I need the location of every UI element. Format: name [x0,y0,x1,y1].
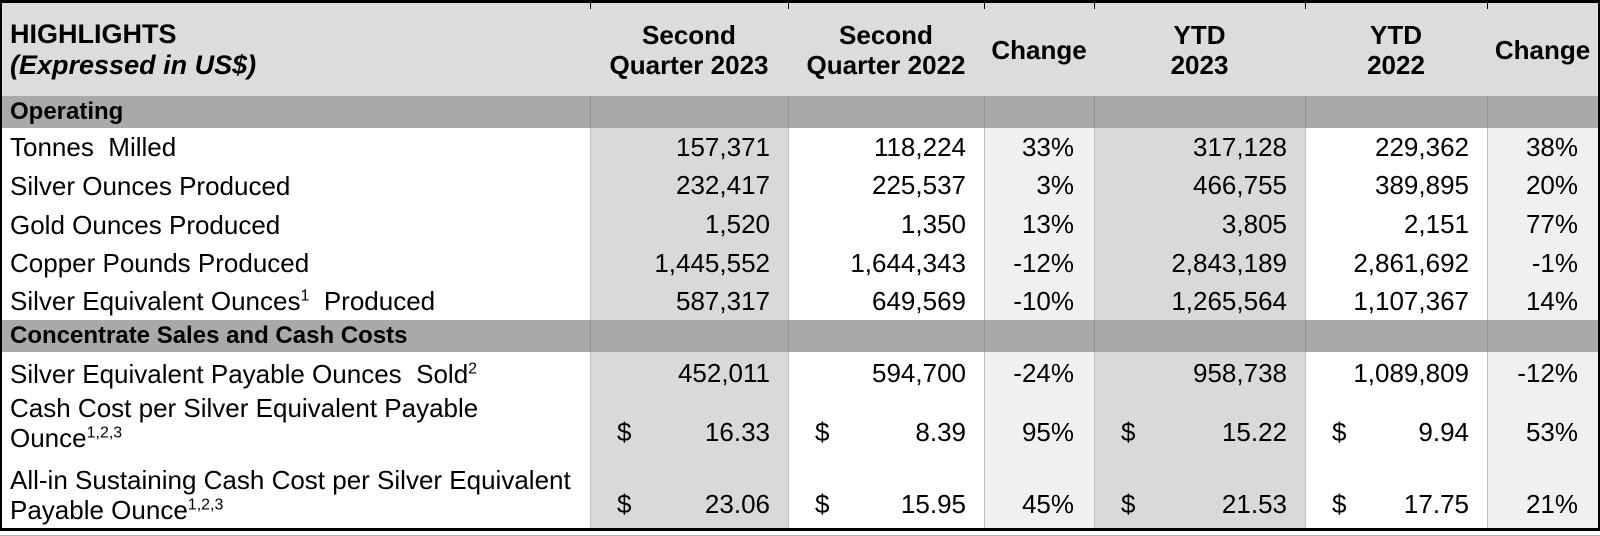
cell-value: 1,089,809 [1305,352,1487,396]
cell-change: 14% [1487,282,1598,321]
row-label: Cash Cost per Silver Equivalent Payable O… [10,392,479,453]
cell-change: -24% [984,352,1094,396]
column-header-change-ytd: Change [1494,34,1591,65]
column-divider-tick [1487,3,1488,9]
cell-change: 20% [1487,166,1598,206]
column-divider-tick [1305,3,1306,9]
row-label: Silver Equivalent Payable Ounces Sold2 [10,358,478,389]
section-band-concentrate-sales: Concentrate Sales and Cash Costs [2,320,1598,353]
footnote-ref: 1,2,3 [187,496,224,514]
cell-value: 3,805 [1094,205,1305,244]
dollar-sign: $ [1332,489,1347,520]
row-label: Copper Pounds Produced [10,248,310,279]
cell-change: -10% [984,282,1094,321]
dollar-sign: $ [1332,416,1347,447]
column-header-second-quarter-2022: Second Quarter 2022 [806,19,966,80]
column-header-ytd-2023: YTD 2023 [1170,19,1229,80]
table-row-tonnes-milled: Tonnes Milled 157,371 118,224 33% 317,12… [2,127,1598,167]
cell-value: $9.94 [1305,395,1487,456]
cell-value: $23.06 [590,455,788,529]
cell-value: 232,417 [590,166,788,206]
cell-value: $15.95 [788,455,984,529]
table-row-silver-equivalent-payable-ounces-sold: Silver Equivalent Payable Ounces Sold2 4… [2,352,1598,396]
cell-value: 2,861,692 [1305,243,1487,283]
cell-value: 649,569 [788,282,984,321]
row-label: All-in Sustaining Cash Cost per Silver E… [10,465,571,526]
page-subtitle: (Expressed in US$) [10,49,257,80]
column-header-ytd-2022: YTD 2022 [1367,19,1425,80]
cell-value: 389,895 [1305,166,1487,206]
row-label: Silver Ounces Produced [10,170,291,201]
cell-change: 77% [1487,205,1598,244]
cell-value: $16.33 [590,395,788,456]
dollar-sign: $ [1121,489,1136,520]
section-band-operating: Operating [2,96,1598,128]
column-divider-tick [788,3,789,9]
page-title: HIGHLIGHTS [10,18,177,49]
cell-value: 1,520 [590,205,788,244]
cell-value: 452,011 [590,352,788,396]
table-row-copper-pounds-produced: Copper Pounds Produced 1,445,552 1,644,3… [2,243,1598,283]
dollar-sign: $ [815,416,830,447]
column-divider-tick [984,3,985,9]
footnote-ref: 1,2,3 [86,424,123,441]
cell-value: 1,107,367 [1305,282,1487,321]
cell-change: 53% [1487,395,1598,456]
table-header-row: HIGHLIGHTS (Expressed in US$) Second Qua… [2,3,1598,97]
table-row-silver-equivalent-ounces-produced: Silver Equivalent Ounces1 Produced 587,3… [2,282,1598,321]
dollar-sign: $ [1121,416,1136,447]
cell-value: 466,755 [1094,166,1305,206]
cell-value: 2,151 [1305,205,1487,244]
cell-value: 958,738 [1094,352,1305,396]
table-title-cell: HIGHLIGHTS (Expressed in US$) [2,3,590,96]
cell-change: 95% [984,395,1094,456]
cell-value: 229,362 [1305,127,1487,167]
cell-value: 1,445,552 [590,243,788,283]
table-row-silver-ounces-produced: Silver Ounces Produced 232,417 225,537 3… [2,166,1598,206]
row-label: Tonnes Milled [10,132,177,163]
cell-value: 2,843,189 [1094,243,1305,283]
cell-value: 1,265,564 [1094,282,1305,321]
cell-value: 157,371 [590,127,788,167]
dollar-sign: $ [617,416,632,447]
table-row-cash-cost-per-silver-equivalent-payable-ounce: Cash Cost per Silver Equivalent Payable O… [2,392,1598,456]
cell-value: $17.75 [1305,455,1487,529]
footnote-ref: 1 [300,287,310,305]
column-divider-tick [590,3,591,9]
cell-value: 118,224 [788,127,984,167]
cell-change: 38% [1487,127,1598,167]
row-label: Silver Equivalent Ounces1 Produced [10,286,436,317]
cell-value: $21.53 [1094,455,1305,529]
cell-value: 1,350 [788,205,984,244]
cell-value: 317,128 [1094,127,1305,167]
cell-change: -12% [1487,352,1598,396]
cell-value: $8.39 [788,395,984,456]
cell-change: 21% [1487,455,1598,529]
row-label: Gold Ounces Produced [10,209,281,240]
cell-change: -12% [984,243,1094,283]
column-header-second-quarter-2023: Second Quarter 2023 [609,19,769,80]
cell-change: 33% [984,127,1094,167]
cell-change: -1% [1487,243,1598,283]
cell-change: 45% [984,455,1094,529]
cell-value: 587,317 [590,282,788,321]
column-header-change-quarter: Change [991,34,1087,65]
table-row-all-in-sustaining-cash-cost: All-in Sustaining Cash Cost per Silver E… [2,455,1598,529]
dollar-sign: $ [815,489,830,520]
section-title: Operating [10,98,124,126]
column-divider-tick [1094,3,1095,9]
cell-value: 1,644,343 [788,243,984,283]
table-row-gold-ounces-produced: Gold Ounces Produced 1,520 1,350 13% 3,8… [2,205,1598,244]
cell-value: 594,700 [788,352,984,396]
dollar-sign: $ [617,489,632,520]
cell-change: 13% [984,205,1094,244]
cell-value: 225,537 [788,166,984,206]
section-title: Concentrate Sales and Cash Costs [10,322,408,350]
cell-change: 3% [984,166,1094,206]
footnote-ref: 2 [468,360,478,378]
cell-value: $15.22 [1094,395,1305,456]
